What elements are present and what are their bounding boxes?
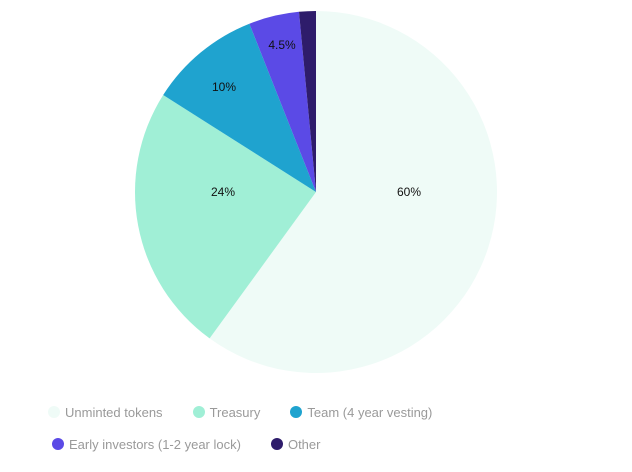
legend-label: Team (4 year vesting) [307, 404, 433, 420]
pie-slice-team-4-year-vesting[interactable] [163, 23, 316, 193]
legend: Unminted tokens Treasury Team (4 year ve… [48, 402, 608, 466]
legend-swatch [270, 438, 283, 450]
pie-slice-unminted-tokens[interactable] [209, 11, 497, 373]
legend-swatch [52, 438, 64, 450]
slice-data-label: 24% [211, 185, 235, 199]
legend-item-other[interactable]: Other [270, 436, 321, 452]
slice-data-label: 60% [397, 185, 421, 199]
legend-item-team[interactable]: Team (4 year vesting) [290, 405, 432, 420]
pie-slice-other[interactable] [298, 11, 316, 192]
legend-item-early-investors[interactable]: Early investors (1-2 year lock) [52, 437, 241, 452]
legend-label: Treasury [209, 404, 261, 420]
legend-item-unminted[interactable]: Unminted tokens [48, 405, 163, 420]
legend-swatch [192, 406, 205, 418]
legend-label: Unminted tokens [65, 404, 163, 420]
pie-chart: 60% 24% 10% 4.5% [134, 11, 497, 373]
pie-slice-early-investors-1-2-year-lock[interactable] [249, 11, 316, 193]
slice-data-label: 4.5% [268, 38, 296, 52]
legend-label: Other [287, 436, 321, 452]
legend-item-treasury[interactable]: Treasury [192, 404, 261, 420]
legend-label: Early investors (1-2 year lock) [69, 436, 241, 452]
pie-slice-treasury[interactable] [134, 95, 316, 339]
slice-data-label: 10% [212, 80, 236, 94]
legend-swatch [290, 406, 303, 418]
legend-swatch [48, 406, 60, 418]
